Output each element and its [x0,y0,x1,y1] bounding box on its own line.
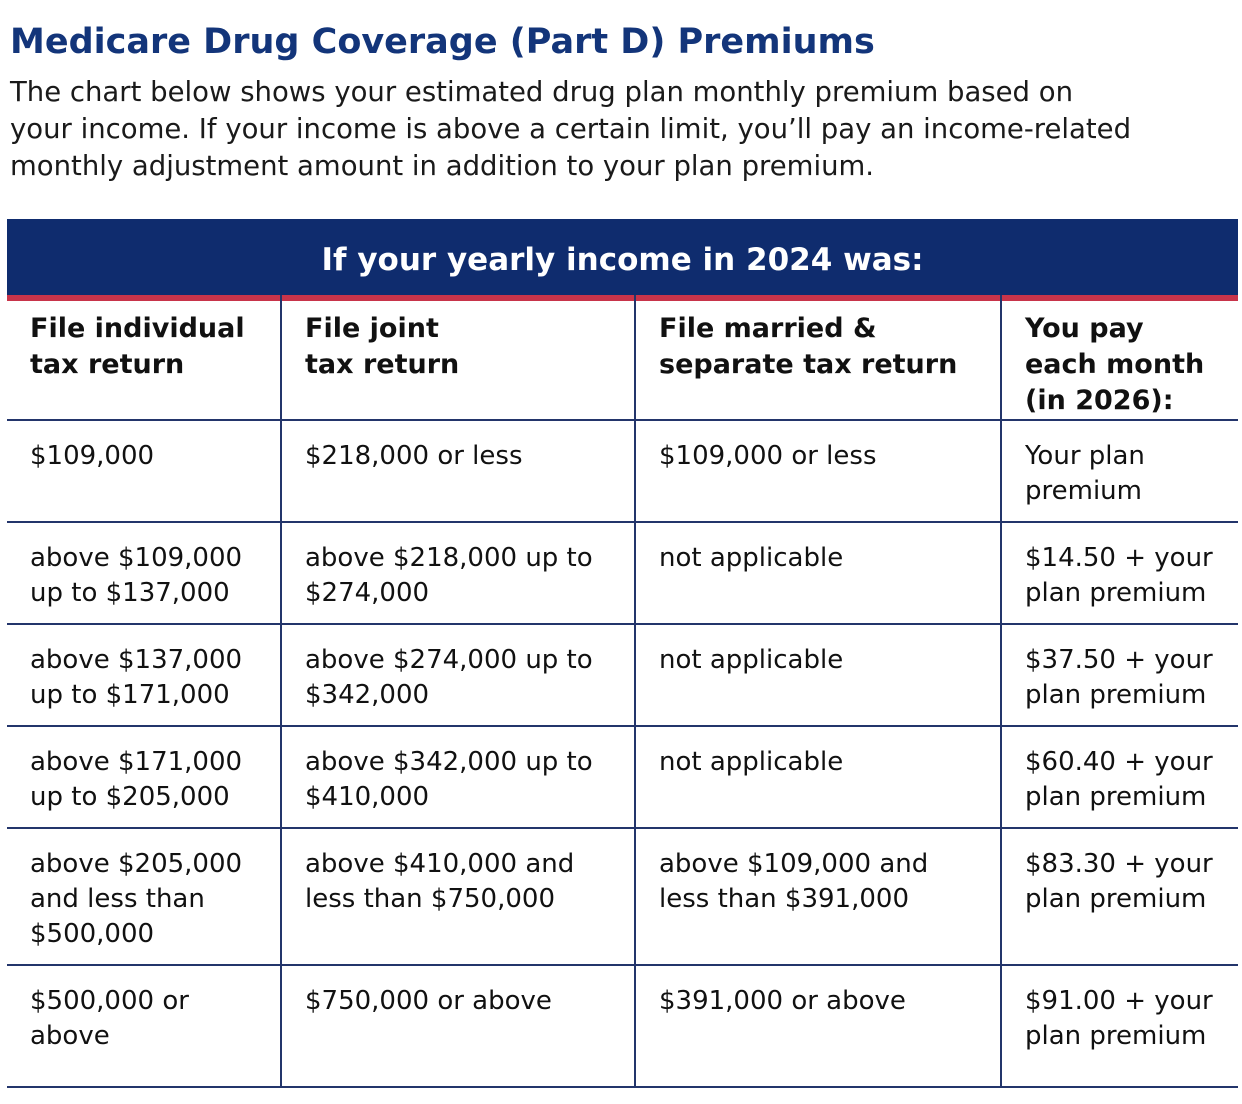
cell-joint: above $410,000 and less than $750,000 [281,828,636,966]
cell-joint: above $218,000 up to $274,000 [281,522,636,625]
cell-line: above $171,000 [30,747,243,777]
header-line: File joint [305,313,439,344]
cell-married-separate: $109,000 or less [635,420,1002,523]
cell-individual: above $109,000 up to $137,000 [7,522,282,625]
cell-line: above $410,000 and [305,849,575,879]
cell-joint: $218,000 or less [281,420,636,523]
cell-individual: above $171,000 up to $205,000 [7,726,282,829]
intro-line: your income. If your income is above a c… [10,113,1132,145]
cell-joint: above $274,000 up to $342,000 [281,624,636,727]
cell-line: not applicable [659,645,844,675]
cell-line: plan premium [1025,578,1207,608]
header-line: tax return [305,349,460,380]
cell-line: premium [1025,476,1142,506]
cell-individual: $500,000 or above [7,965,282,1088]
cell-joint: above $342,000 up to $410,000 [281,726,636,829]
cell-line: plan premium [1025,782,1207,812]
cell-line: less than $391,000 [659,884,909,914]
cell-line: plan premium [1025,884,1207,914]
column-header-individual: File individual tax return [7,295,282,421]
table-banner: If your yearly income in 2024 was: [7,219,1238,301]
column-header-you-pay: You pay each month (in 2026): [1001,295,1238,421]
cell-married-separate: not applicable [635,522,1002,625]
cell-married-separate: above $109,000 and less than $391,000 [635,828,1002,966]
cell-line: $14.50 + your [1025,543,1213,573]
cell-line: $218,000 or less [305,441,523,471]
table-row: above $137,000 up to $171,000 above $274,0… [7,624,1238,727]
cell-line: $500,000 or [30,986,189,1016]
cell-line: $342,000 [305,680,430,710]
cell-line: above $137,000 [30,645,243,675]
cell-married-separate: $391,000 or above [635,965,1002,1088]
cell-monthly-payment: $37.50 + your plan premium [1001,624,1238,727]
cell-married-separate: not applicable [635,726,1002,829]
header-line: File individual [30,313,245,344]
cell-line: not applicable [659,543,844,573]
header-line: File married & [659,313,877,344]
cell-line: above $109,000 [30,543,243,573]
header-line: each month [1025,349,1205,380]
header-line: You pay [1025,313,1144,344]
cell-monthly-payment: $91.00 + your plan premium [1001,965,1238,1088]
header-line: tax return [30,349,185,380]
cell-line: less than $750,000 [305,884,555,914]
cell-line: $83.30 + your [1025,849,1213,879]
cell-line: $37.50 + your [1025,645,1213,675]
cell-individual: above $205,000 and less than $500,000 [7,828,282,966]
table-row: $500,000 or above $750,000 or above $391,00… [7,965,1238,1088]
cell-married-separate: not applicable [635,624,1002,727]
cell-line: $410,000 [305,782,430,812]
cell-line: plan premium [1025,1021,1207,1051]
cell-line: plan premium [1025,680,1207,710]
cell-line: not applicable [659,747,844,777]
cell-line: above $274,000 up to [305,645,593,675]
table-row: above $109,000 up to $137,000 above $218,0… [7,522,1238,625]
cell-line: and less than [30,884,205,914]
header-line: (in 2026): [1025,385,1174,416]
cell-joint: $750,000 or above [281,965,636,1088]
cell-line: above $342,000 up to [305,747,593,777]
cell-line: above $205,000 [30,849,243,879]
cell-line: above [30,1021,110,1051]
cell-line: $750,000 or above [305,986,552,1016]
cell-monthly-payment: $60.40 + your plan premium [1001,726,1238,829]
page-title: Medicare Drug Coverage (Part D) Premiums [10,22,875,62]
cell-line: up to $171,000 [30,680,230,710]
intro-text: The chart below shows your estimated dru… [10,74,1230,185]
cell-individual: $109,000 [7,420,282,523]
cell-line: Your plan [1025,441,1145,471]
intro-line: monthly adjustment amount in addition to… [10,150,875,182]
cell-individual: above $137,000 up to $171,000 [7,624,282,727]
cell-line: $60.40 + your [1025,747,1213,777]
table-row: $109,000 $218,000 or less $109,000 or less… [7,420,1238,523]
table-row: above $205,000 and less than $500,000 above… [7,828,1238,966]
cell-monthly-payment: $14.50 + your plan premium [1001,522,1238,625]
cell-monthly-payment: Your plan premium [1001,420,1238,523]
column-header-joint: File joint tax return [281,295,636,421]
header-row: File individual tax return File joint ta… [7,295,1238,421]
header-line: separate tax return [659,349,958,380]
cell-line: $109,000 [30,441,155,471]
cell-line: $91.00 + your [1025,986,1213,1016]
column-header-married-separate: File married & separate tax return [635,295,1002,421]
cell-line: above $109,000 and [659,849,929,879]
intro-line: The chart below shows your estimated dru… [10,76,1074,108]
cell-monthly-payment: $83.30 + your plan premium [1001,828,1238,966]
cell-line: $109,000 or less [659,441,877,471]
table-row: above $171,000 up to $205,000 above $342,0… [7,726,1238,829]
premium-table: File individual tax return File joint ta… [7,295,1238,1088]
cell-line: $391,000 or above [659,986,906,1016]
cell-line: $274,000 [305,578,430,608]
cell-line: up to $205,000 [30,782,230,812]
cell-line: up to $137,000 [30,578,230,608]
cell-line: $500,000 [30,919,155,949]
cell-line: above $218,000 up to [305,543,593,573]
